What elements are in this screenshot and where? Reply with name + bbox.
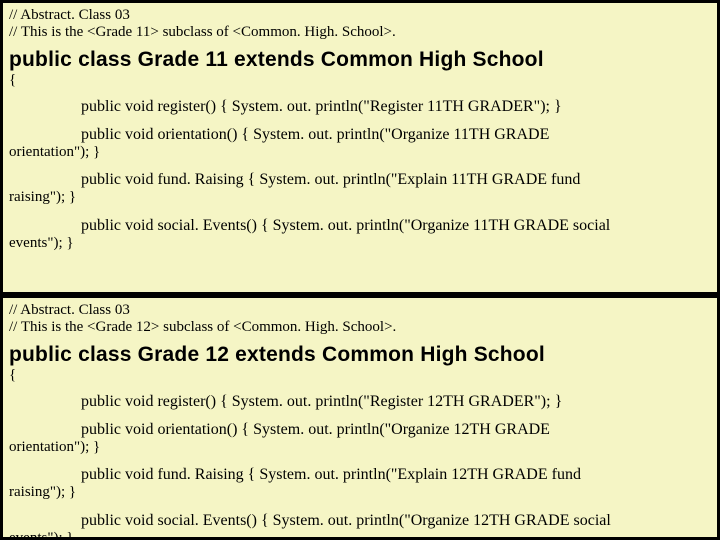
- open-brace: {: [9, 72, 711, 89]
- class-declaration: public class Grade 12 extends Common Hig…: [9, 343, 711, 367]
- comment-line: // Abstract. Class 03: [9, 302, 711, 319]
- method-register: public void register() { System. out. pr…: [9, 393, 711, 411]
- method-socialevents-cont: events"); }: [9, 530, 711, 540]
- method-fundraising-cont: raising"); }: [9, 189, 711, 206]
- method-fundraising: public void fund. Raising { System. out.…: [9, 171, 711, 189]
- class-declaration: public class Grade 11 extends Common Hig…: [9, 48, 711, 72]
- method-orientation: public void orientation() { System. out.…: [9, 126, 711, 144]
- method-register: public void register() { System. out. pr…: [9, 98, 711, 116]
- method-fundraising: public void fund. Raising { System. out.…: [9, 466, 711, 484]
- open-brace: {: [9, 367, 711, 384]
- method-socialevents: public void social. Events() { System. o…: [9, 512, 711, 530]
- method-orientation-cont: orientation"); }: [9, 144, 711, 161]
- comment-line: // This is the <Grade 12> subclass of <C…: [9, 319, 711, 336]
- method-orientation-cont: orientation"); }: [9, 439, 711, 456]
- method-fundraising-cont: raising"); }: [9, 484, 711, 501]
- comment-line: // This is the <Grade 11> subclass of <C…: [9, 24, 711, 41]
- comment-line: // Abstract. Class 03: [9, 7, 711, 24]
- method-orientation: public void orientation() { System. out.…: [9, 421, 711, 439]
- method-socialevents-cont: events"); }: [9, 235, 711, 252]
- method-socialevents: public void social. Events() { System. o…: [9, 217, 711, 235]
- code-box-grade12: // Abstract. Class 03 // This is the <Gr…: [0, 295, 720, 540]
- code-box-grade11: // Abstract. Class 03 // This is the <Gr…: [0, 0, 720, 295]
